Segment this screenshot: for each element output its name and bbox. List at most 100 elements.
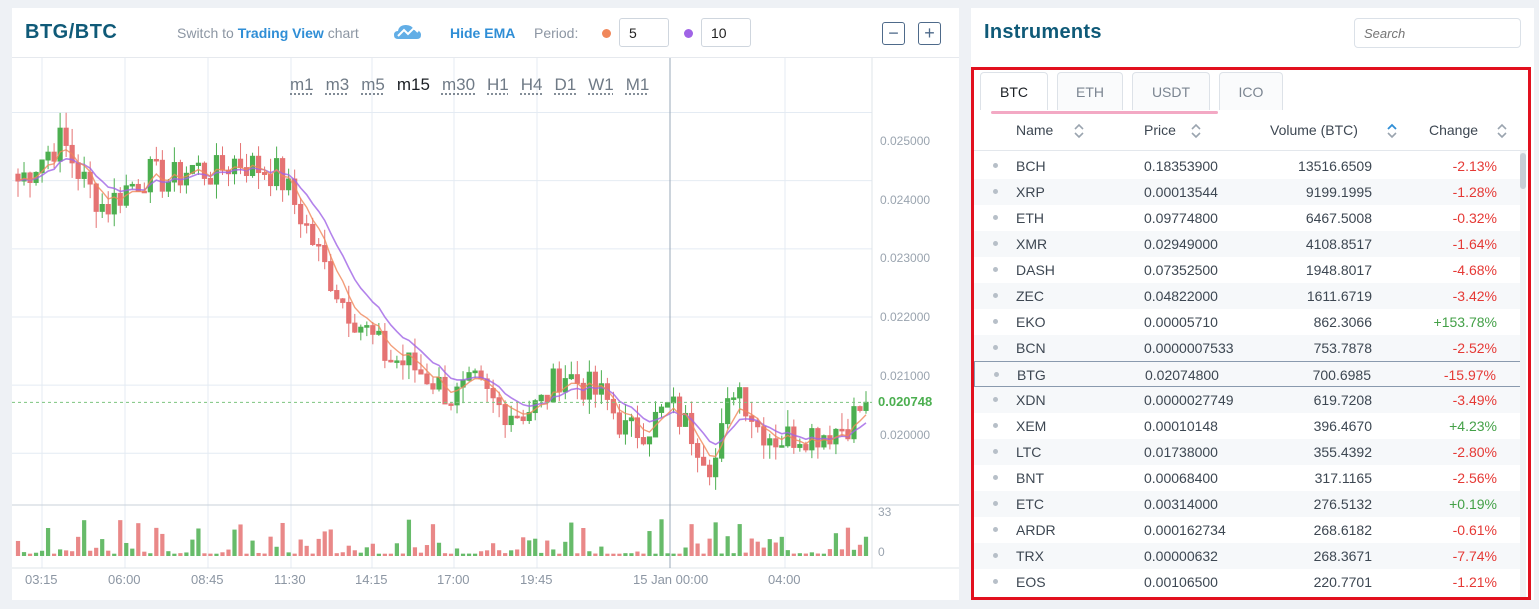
volume-bar (310, 553, 315, 556)
timeframe-h1[interactable]: H1 (487, 75, 509, 94)
hide-ema-button[interactable]: Hide EMA (450, 25, 516, 41)
volume-bar (454, 548, 460, 556)
timeframe-m15[interactable]: m15 (396, 75, 430, 94)
switch-chart-link[interactable]: Switch to Trading View chart (177, 25, 359, 41)
candle-body (580, 382, 586, 400)
instrument-row[interactable]: XEM 0.00010148 396.4670 +4.23% (974, 413, 1524, 439)
instrument-row[interactable]: XMR 0.02949000 4108.8517 -1.64% (974, 231, 1524, 257)
tradingview-link[interactable]: Trading View (237, 25, 324, 41)
sort-icon[interactable] (1496, 121, 1508, 141)
volume-bar (184, 552, 189, 556)
instrument-price: 0.04822000 (1144, 288, 1218, 304)
volume-bar (472, 553, 478, 556)
instrument-row[interactable]: BCN 0.0000007533 753.7878 -2.52% (974, 335, 1524, 361)
tab-eth[interactable]: ETH (1057, 72, 1123, 110)
candlestick-chart[interactable] (12, 8, 959, 600)
instrument-row[interactable]: BCH 0.18353900 13516.6509 -2.13% (974, 153, 1524, 179)
instrument-volume: 13516.6509 (1298, 158, 1372, 174)
instrument-name: LTC (1016, 444, 1042, 460)
switch-suffix: chart (323, 25, 359, 41)
timeframe-w1[interactable]: W1 (588, 75, 614, 94)
instrument-volume: 1611.6719 (1306, 288, 1372, 304)
column-volume[interactable]: Volume (BTC) (1270, 122, 1358, 138)
timeframe-m1[interactable]: M1 (625, 75, 650, 94)
volume-bar (521, 537, 526, 556)
tradingview-cloud-icon[interactable] (393, 22, 423, 42)
column-price[interactable]: Price (1144, 122, 1176, 138)
zoom-in-button[interactable]: + (918, 22, 941, 45)
volume-bar (515, 549, 520, 556)
volume-bar (166, 551, 171, 556)
instrument-row[interactable]: LTC 0.01738000 355.4392 -2.80% (974, 439, 1524, 465)
candle-body (634, 417, 641, 439)
instrument-row[interactable]: XDN 0.0000027749 619.7208 -3.49% (974, 387, 1524, 413)
ema-fast-period-input[interactable] (619, 18, 669, 47)
sort-icon[interactable] (1190, 121, 1202, 141)
volume-bar (821, 553, 826, 556)
timeframe-m3[interactable]: m3 (325, 75, 350, 94)
price-tick: 0.022000 (880, 310, 931, 324)
volume-bar (617, 553, 622, 556)
volume-bar (436, 542, 442, 556)
instrument-name: XDN (1016, 392, 1046, 408)
instrument-row[interactable]: BTG 0.02074800 700.6985 -15.97% (974, 361, 1524, 387)
candle-body (694, 443, 701, 458)
scrollbar-thumb[interactable] (1520, 153, 1526, 189)
instrument-row[interactable]: TRX 0.00000632 268.3671 -7.74% (974, 543, 1524, 569)
candle-body (815, 428, 821, 448)
tab-usdt[interactable]: USDT (1132, 72, 1210, 110)
table-scrollbar[interactable] (1520, 151, 1526, 597)
volume-bar (581, 528, 586, 556)
candle-body (839, 428, 845, 432)
volume-bar (605, 553, 610, 556)
timeframe-m30[interactable]: m30 (441, 75, 476, 94)
bullet-icon (993, 449, 998, 454)
volume-bar (262, 553, 267, 556)
volume-bar (671, 553, 676, 556)
timeframe-h4[interactable]: H4 (520, 75, 543, 94)
instrument-row[interactable]: BNT 0.00068400 317.1165 -2.56% (974, 465, 1524, 491)
sort-icon[interactable] (1073, 121, 1085, 141)
instrument-row[interactable]: EKO 0.00005710 862.3066 +153.78% (974, 309, 1524, 335)
instrument-price: 0.00013544 (1144, 184, 1218, 200)
instrument-price: 0.18353900 (1144, 158, 1218, 174)
instrument-price: 0.09774800 (1144, 210, 1218, 226)
instrument-row[interactable]: ETC 0.00314000 276.5132 +0.19% (974, 491, 1524, 517)
volume-bar (142, 551, 147, 556)
instrument-change: -3.49% (1452, 392, 1497, 408)
timeframe-m1[interactable]: m1 (290, 75, 314, 94)
instrument-search-input[interactable] (1354, 18, 1521, 48)
column-change[interactable]: Change (1429, 122, 1479, 138)
volume-bar (575, 553, 580, 556)
candle-body (490, 387, 496, 399)
tab-ico[interactable]: ICO (1219, 72, 1283, 110)
volume-bar (599, 546, 604, 556)
sort-icon[interactable] (1386, 121, 1398, 141)
tab-btc[interactable]: BTC (980, 72, 1048, 110)
candle-body (21, 172, 27, 182)
candle-body (177, 162, 183, 186)
timeframe-d1[interactable]: D1 (554, 75, 577, 94)
bullet-icon (993, 267, 998, 272)
candle-body (857, 406, 863, 411)
column-name[interactable]: Name (1016, 122, 1054, 138)
candle-body (442, 376, 448, 405)
volume-bar (298, 539, 303, 556)
ema-slow-period-input[interactable] (701, 18, 751, 47)
instrument-row[interactable]: XRP 0.00013544 9199.1995 -1.28% (974, 179, 1524, 205)
volume-bar (503, 553, 508, 556)
instrument-volume: 268.3671 (1313, 548, 1372, 564)
candle-body (502, 404, 508, 426)
instrument-row[interactable]: ARDR 0.000162734 268.6182 -0.61% (974, 517, 1524, 543)
instrument-row[interactable]: DASH 0.07352500 1948.8017 -4.68% (974, 257, 1524, 283)
instrument-row[interactable]: EOS 0.00106500 220.7701 -1.21% (974, 569, 1524, 595)
volume-bar (424, 545, 430, 556)
volume-bar (232, 529, 237, 556)
instrument-row[interactable]: ZEC 0.04822000 1611.6719 -3.42% (974, 283, 1524, 309)
instrument-row[interactable]: ETH 0.09774800 6467.5008 -0.32% (974, 205, 1524, 231)
candle-body (93, 183, 99, 212)
volume-bar (334, 553, 339, 556)
instrument-price: 0.00068400 (1144, 470, 1218, 486)
zoom-out-button[interactable]: − (882, 22, 905, 45)
timeframe-m5[interactable]: m5 (361, 75, 385, 94)
